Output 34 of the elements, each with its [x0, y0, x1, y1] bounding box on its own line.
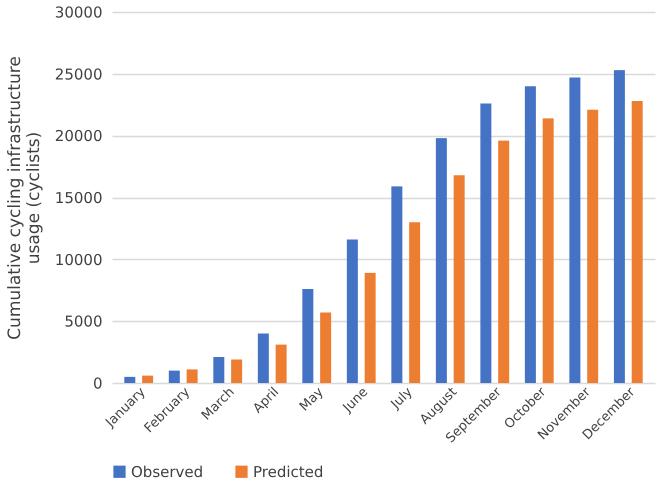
bar: [454, 175, 465, 383]
y-tick-label: 30000: [54, 4, 102, 22]
bar: [168, 370, 180, 383]
y-axis-title: Cumulative cycling infrastructure usage (cyclists): [4, 56, 44, 340]
bar: [186, 369, 198, 383]
bar: [213, 357, 224, 383]
bar: [498, 140, 510, 383]
bar: [409, 222, 420, 383]
bar: [391, 186, 402, 383]
bar: [436, 138, 447, 383]
y-tick-label: 0: [92, 374, 102, 392]
bar: [524, 86, 536, 383]
bar: [542, 118, 554, 383]
bar: [587, 110, 598, 383]
y-tick-label: 10000: [54, 250, 102, 269]
bar: [124, 376, 136, 383]
bar: [364, 272, 376, 383]
bar: [632, 101, 643, 383]
y-tick-label: 25000: [54, 65, 102, 84]
bar: [258, 334, 269, 383]
bar: [231, 360, 242, 383]
bar: [142, 376, 154, 383]
bar: [614, 70, 625, 383]
bar: [569, 78, 580, 383]
bar: [276, 344, 287, 383]
bar: [320, 312, 332, 383]
legend-label: Predicted: [253, 462, 324, 481]
y-tick-label: 20000: [54, 127, 102, 146]
legend-label: Observed: [131, 462, 204, 481]
bar: [346, 240, 358, 383]
y-tick-label: 5000: [64, 312, 102, 331]
bar: [302, 289, 314, 383]
bar: [480, 104, 492, 383]
y-tick-label: 15000: [54, 189, 102, 207]
